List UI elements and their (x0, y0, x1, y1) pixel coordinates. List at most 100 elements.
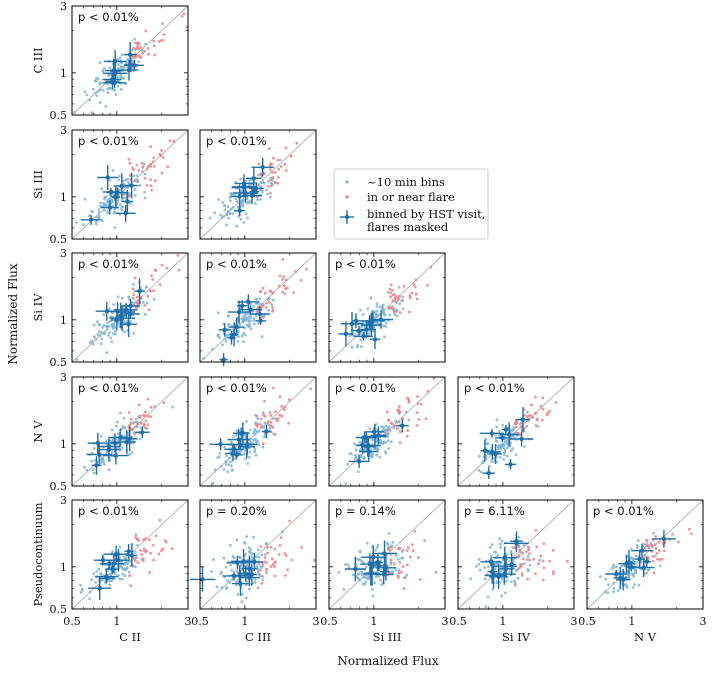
visit-point (111, 186, 120, 209)
visit-point (237, 294, 260, 310)
bin-point (136, 178, 140, 182)
flare-point (288, 398, 291, 402)
flare-point (277, 176, 280, 179)
bin-point (505, 446, 509, 450)
bin-point (270, 303, 273, 306)
flare-point (152, 156, 156, 160)
panel-2-2: p < 0.01% (328, 252, 446, 363)
flare-point (531, 416, 535, 419)
visit-point (360, 553, 380, 575)
bin-point (133, 187, 137, 191)
p-value-label: p < 0.01% (78, 504, 139, 518)
flare-point (259, 574, 262, 578)
flare-point (426, 389, 430, 393)
visit-point (631, 543, 653, 558)
flare-point (432, 377, 436, 380)
flare-point (284, 146, 288, 150)
bin-point (359, 332, 363, 335)
flare-point (260, 425, 263, 429)
visit-point (495, 434, 510, 443)
bin-point (261, 411, 265, 415)
visit-marker (97, 586, 102, 591)
bin-point (116, 63, 120, 66)
flare-point (275, 419, 279, 423)
bin-point (124, 568, 127, 572)
visit-marker (126, 549, 131, 554)
p-value-label: p < 0.01% (78, 10, 139, 24)
flare-point (271, 308, 275, 312)
flare-point (513, 584, 517, 587)
bin-point (366, 307, 370, 311)
bin-point (497, 429, 501, 433)
bin-point (213, 211, 217, 215)
bin-point (494, 433, 498, 437)
bin-point (110, 450, 114, 454)
bin-point (606, 591, 610, 595)
bin-point (240, 199, 243, 202)
flare-point (663, 549, 666, 553)
visit-marker (353, 318, 359, 323)
visit-marker (353, 566, 358, 572)
visit-marker (661, 536, 667, 542)
flare-point (400, 570, 403, 574)
bin-point (219, 213, 222, 217)
bin-point (257, 443, 261, 446)
bin-point (94, 79, 98, 83)
bin-point (81, 223, 85, 227)
visit-marker (245, 442, 250, 447)
flare-point (284, 574, 287, 577)
flare-point (411, 549, 415, 552)
bin-point (503, 440, 507, 444)
bin-point (143, 196, 147, 200)
flare-point (280, 405, 284, 408)
flare-point (279, 536, 283, 539)
bin-point (397, 568, 401, 572)
bin-point (241, 340, 245, 343)
y-tick-label: 3 (60, 0, 67, 13)
visit-point (509, 431, 534, 447)
flare-point (135, 163, 139, 167)
flare-point (139, 296, 143, 300)
bin-point (382, 441, 386, 444)
visit-marker (356, 459, 362, 464)
bin-point (220, 586, 224, 590)
flare-point (151, 160, 155, 164)
bin-point (469, 577, 473, 581)
bin-point (111, 200, 115, 203)
bin-point (119, 411, 122, 415)
bin-point (250, 552, 254, 556)
one-to-one-line (328, 252, 446, 363)
visit-marker (508, 462, 513, 467)
bin-point (371, 309, 375, 313)
flare-point (152, 289, 155, 293)
bin-point (252, 429, 256, 433)
flare-point (551, 549, 555, 552)
flare-point (536, 425, 540, 428)
flare-point (281, 290, 284, 294)
visit-marker (249, 193, 255, 198)
flare-point (136, 302, 139, 306)
bin-point (526, 555, 530, 559)
bin-point (625, 583, 628, 587)
y-tick-label: 3 (60, 247, 67, 260)
bin-point (235, 583, 238, 587)
y-tick-label: 1 (60, 314, 67, 327)
bin-point (358, 440, 361, 444)
bin-point (73, 110, 76, 114)
visit-marker (486, 471, 491, 476)
flare-point (386, 429, 390, 432)
bin-point (494, 439, 498, 442)
bin-point (356, 343, 360, 347)
bin-point (216, 311, 220, 315)
visit-marker (129, 553, 135, 558)
bin-point (248, 551, 252, 554)
bin-point (121, 567, 125, 571)
visit-point (352, 325, 367, 336)
bin-point (118, 577, 122, 581)
visit-marker (113, 552, 119, 557)
flare-point (266, 551, 270, 555)
visit-marker (252, 189, 257, 194)
visit-marker (104, 576, 110, 581)
flare-point (150, 274, 153, 278)
flare-point (521, 557, 525, 561)
